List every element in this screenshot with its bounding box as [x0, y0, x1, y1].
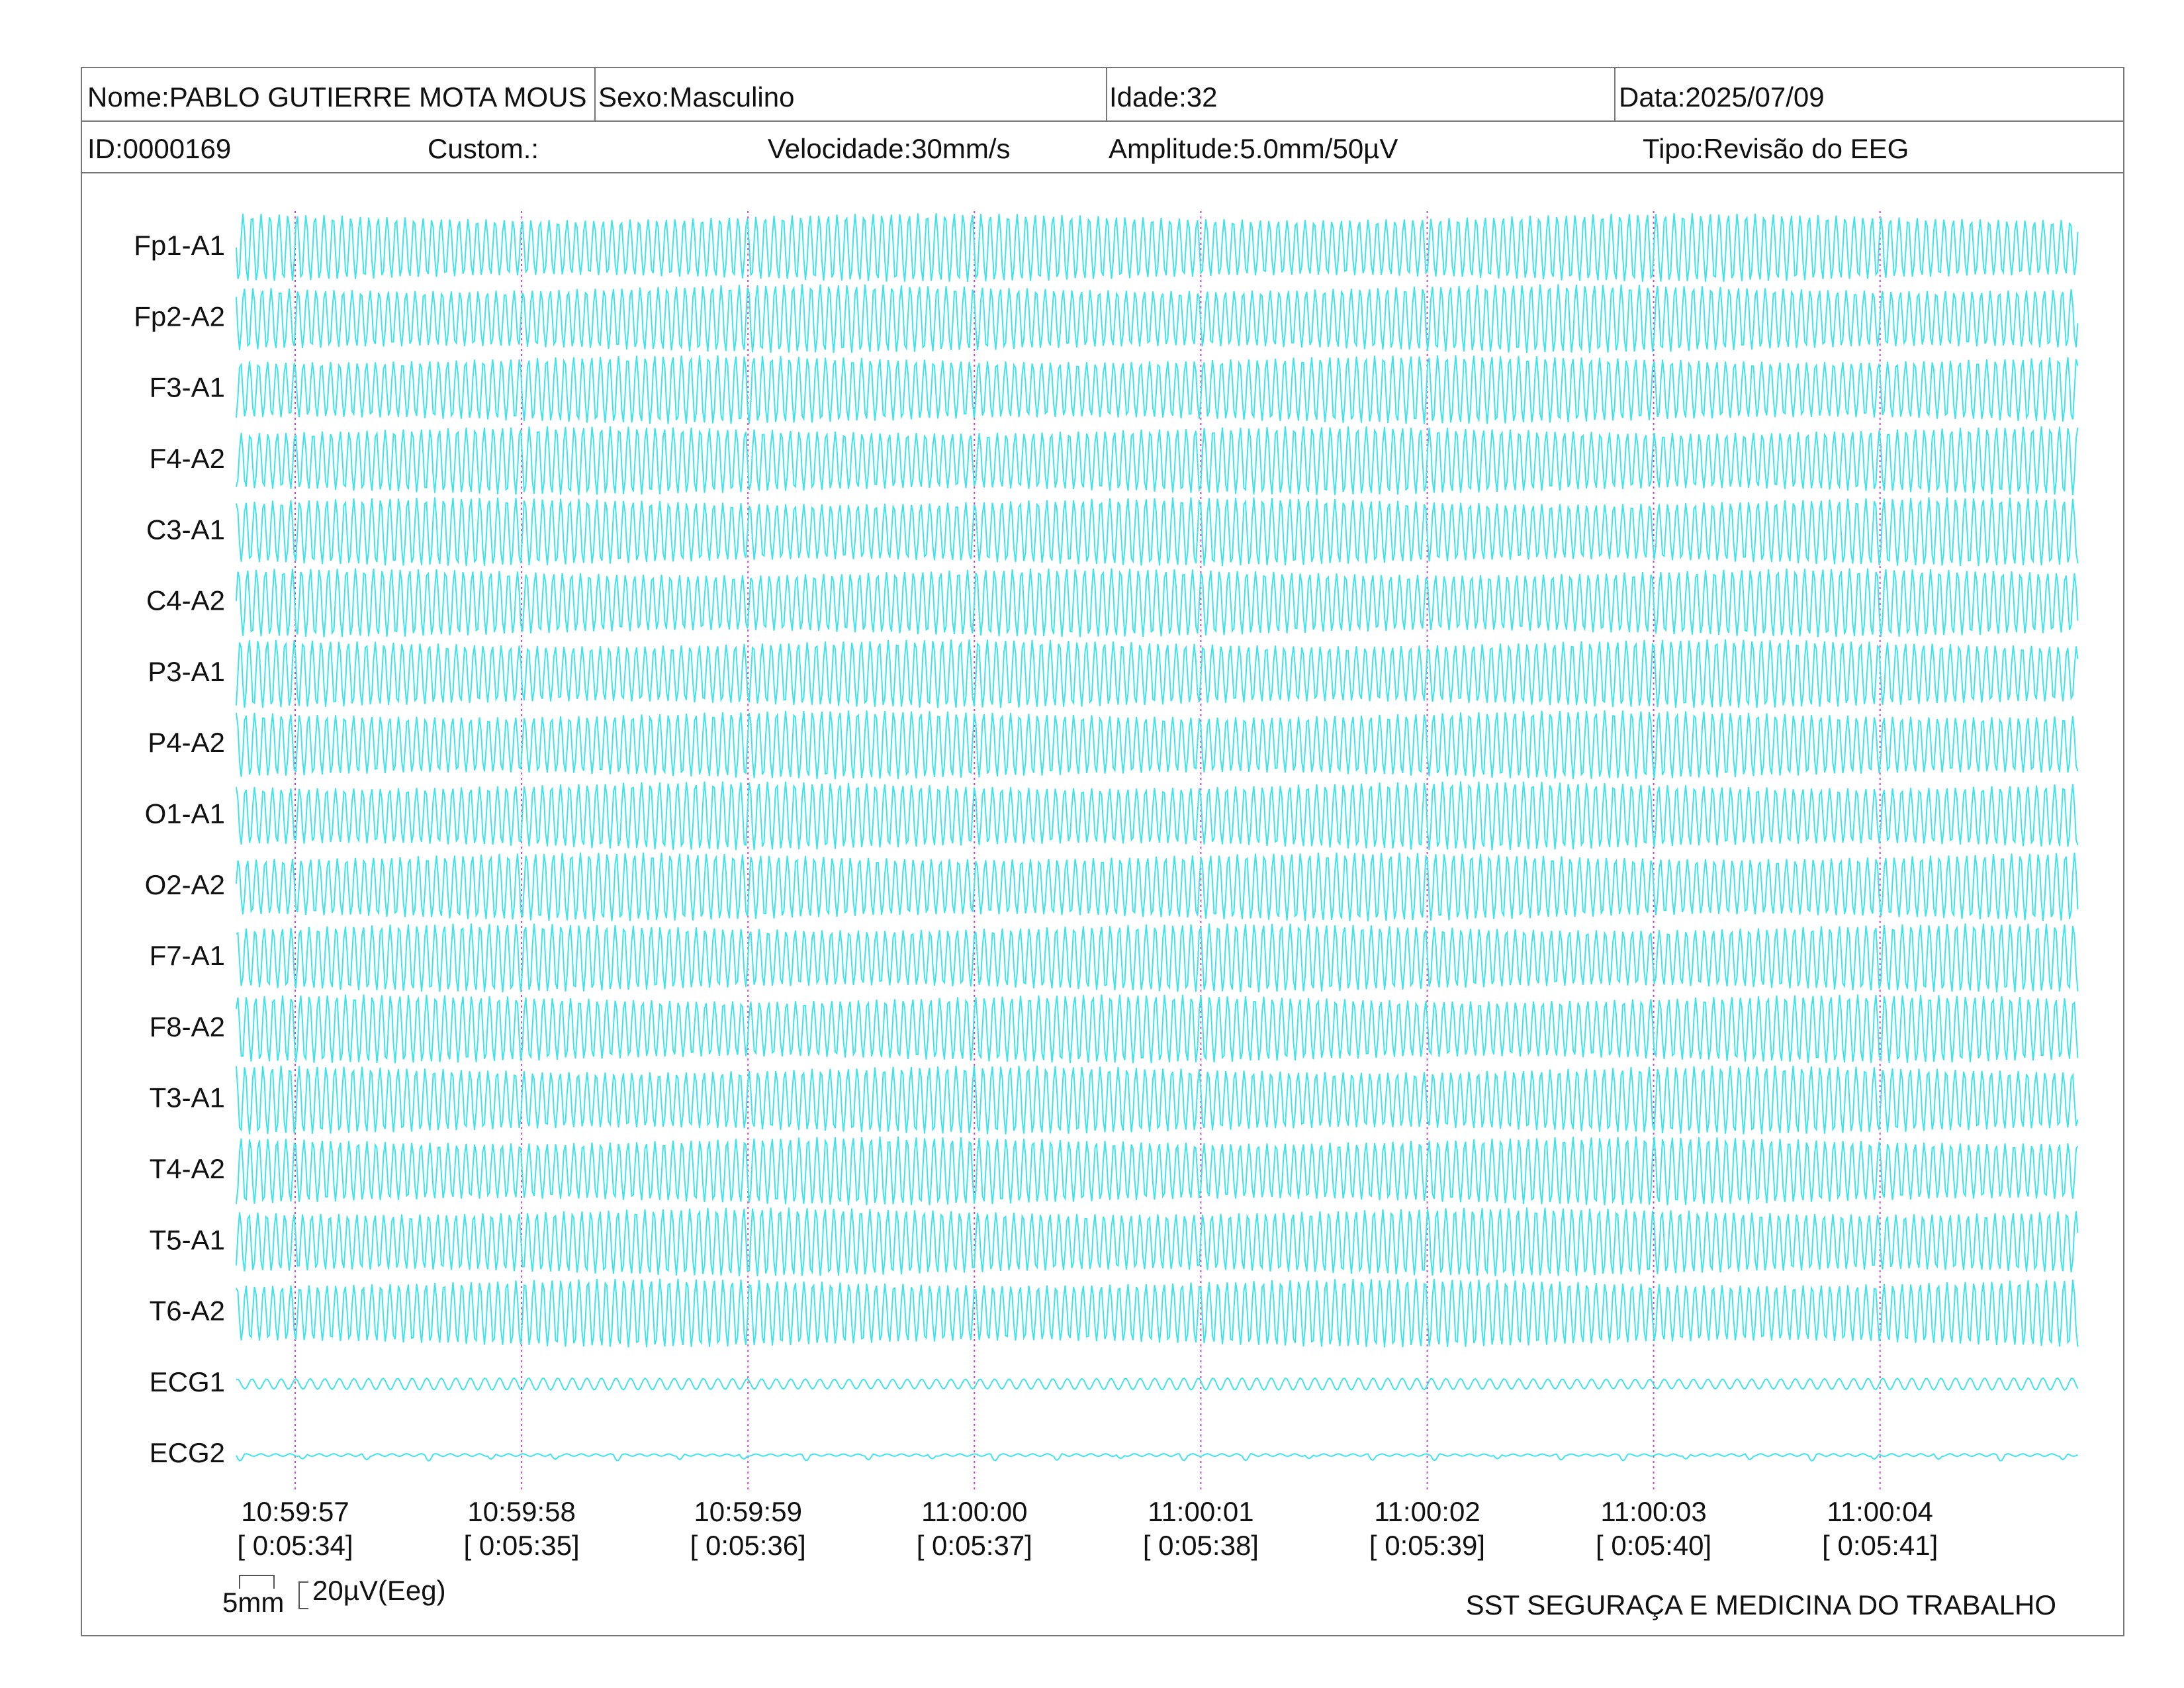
channel-label: Fp2-A2	[134, 301, 225, 332]
eeg-trace	[236, 710, 2079, 780]
scale-bar-length	[239, 1575, 275, 1589]
eeg-trace	[236, 426, 2079, 495]
channel-label: ECG1	[150, 1366, 225, 1397]
exam-type: Tipo:Revisão do EEG	[1643, 133, 1909, 164]
channel-label: T6-A2	[150, 1295, 225, 1327]
time-label: 10:59:57	[241, 1496, 349, 1527]
channel-label: F8-A2	[150, 1011, 225, 1042]
channel-label: C4-A2	[146, 585, 225, 616]
eeg-trace	[236, 923, 2079, 993]
patient-age: Idade:32	[1109, 81, 1218, 113]
eeg-trace	[236, 355, 2079, 424]
elapsed-label: [ 0:05:36]	[690, 1530, 806, 1561]
channel-label: Fp1-A1	[134, 230, 225, 261]
time-label: 11:00:00	[921, 1496, 1027, 1527]
speed: Velocidade:30mm/s	[768, 133, 1011, 164]
eeg-trace	[236, 1065, 2079, 1135]
eeg-trace	[236, 852, 2079, 921]
time-label: 10:59:59	[694, 1496, 802, 1527]
scale-amplitude: 20µV(Eeg)	[312, 1575, 446, 1606]
eeg-trace	[236, 213, 2079, 282]
elapsed-label: [ 0:05:40]	[1596, 1530, 1711, 1561]
time-label: 11:00:03	[1600, 1496, 1706, 1527]
eeg-trace	[236, 1278, 2079, 1348]
elapsed-label: [ 0:05:37]	[917, 1530, 1032, 1561]
time-label: 11:00:01	[1148, 1496, 1253, 1527]
amplitude: Amplitude:5.0mm/50µV	[1109, 133, 1398, 164]
elapsed-label: [ 0:05:39]	[1369, 1530, 1485, 1561]
elapsed-label: [ 0:05:38]	[1143, 1530, 1259, 1561]
custom-field: Custom.:	[428, 133, 539, 164]
channel-label: ECG2	[150, 1437, 225, 1468]
elapsed-label: [ 0:05:35]	[464, 1530, 580, 1561]
channel-label: F7-A1	[150, 940, 225, 971]
elapsed-label: [ 0:05:41]	[1822, 1530, 1938, 1561]
channel-label: C3-A1	[146, 514, 225, 545]
eeg-trace	[236, 994, 2079, 1064]
scale-bar-amplitude	[298, 1581, 308, 1609]
eeg-trace	[236, 497, 2079, 567]
page-frame	[81, 67, 2124, 1636]
time-label: 10:59:58	[467, 1496, 576, 1527]
time-label: 11:00:04	[1827, 1496, 1933, 1527]
channel-label: O1-A1	[145, 798, 225, 829]
channel-label: F4-A2	[150, 443, 225, 474]
eeg-trace	[236, 1207, 2079, 1277]
scale-length: 5mm	[222, 1587, 284, 1618]
channel-label: F3-A1	[150, 372, 225, 403]
exam-date: Data:2025/07/09	[1619, 81, 1825, 113]
channel-label: T4-A2	[150, 1153, 225, 1184]
channel-label: O2-A2	[145, 869, 225, 900]
eeg-trace	[236, 639, 2079, 708]
elapsed-label: [ 0:05:34]	[237, 1530, 353, 1561]
channel-label: P3-A1	[148, 656, 225, 687]
eeg-trace	[236, 568, 2079, 637]
time-label: 11:00:02	[1374, 1496, 1480, 1527]
eeg-trace	[236, 1453, 2078, 1462]
eeg-trace	[236, 781, 2079, 851]
eeg-trace	[236, 284, 2079, 353]
channel-label: P4-A2	[148, 727, 225, 758]
patient-id: ID:0000169	[87, 133, 231, 164]
patient-name: Nome:PABLO GUTIERRE MOTA MOUS	[87, 81, 587, 113]
eeg-trace	[236, 1136, 2079, 1205]
eeg-trace	[236, 1377, 2079, 1391]
patient-sex: Sexo:Masculino	[598, 81, 794, 113]
footer: SST SEGURAÇA E MEDICINA DO TRABALHO	[1466, 1589, 2056, 1620]
channel-label: T3-A1	[150, 1082, 225, 1113]
channel-label: T5-A1	[150, 1224, 225, 1255]
